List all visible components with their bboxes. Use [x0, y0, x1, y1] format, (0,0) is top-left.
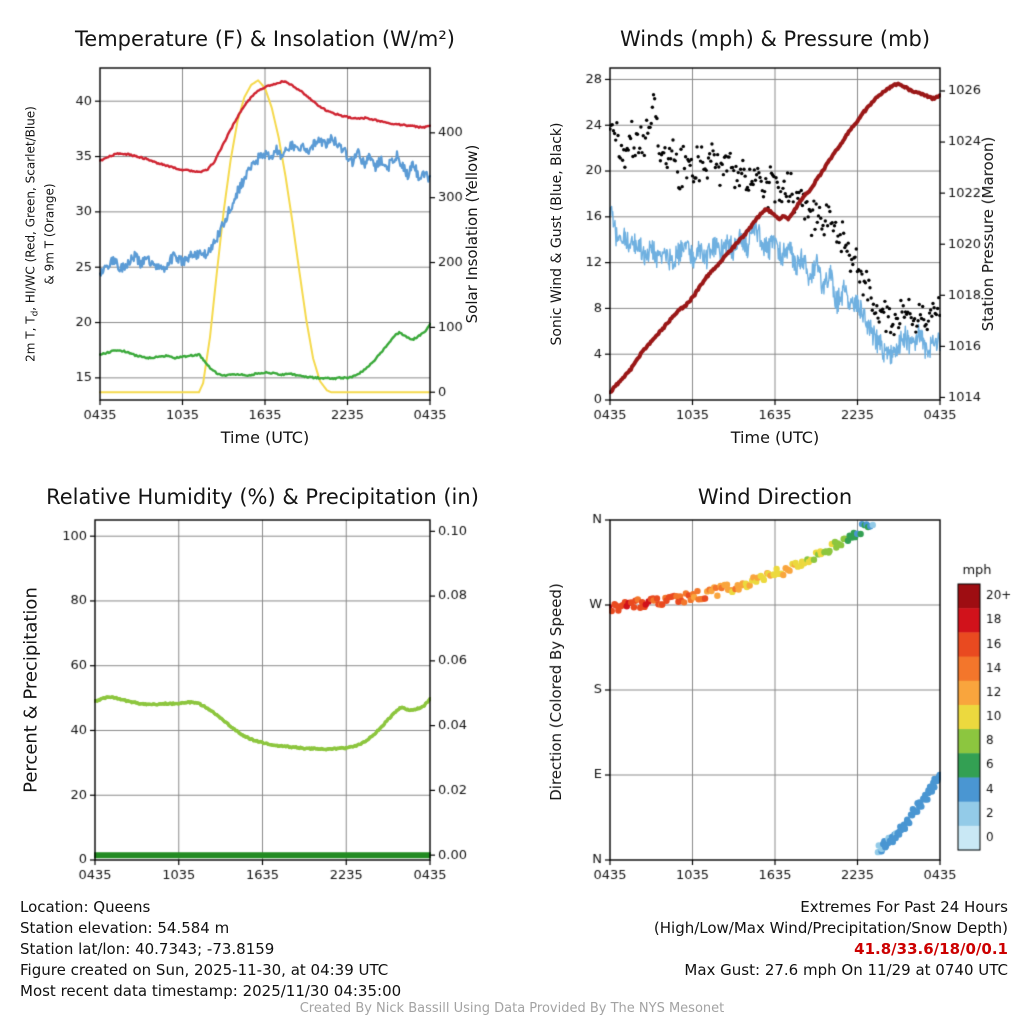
figure-created: Figure created on Sun, 2025-11-30, at 04… [20, 961, 389, 979]
extremes-title: Extremes For Past 24 Hours [800, 898, 1008, 916]
winds-pressure-chart [512, 0, 1024, 465]
extremes-subtitle: (High/Low/Max Wind/Precipitation/Snow De… [653, 919, 1008, 937]
y-axis-label-percent-precipitation: Percent & Precipitation [20, 587, 42, 793]
y-axis-label-temperature-left: 2m T, Td, HI/WC (Red, Green, Scarlet/Blu… [23, 106, 56, 362]
y-axis-label-station-pressure: Station Pressure (Maroon) [979, 136, 997, 332]
temperature-label-line2: & 9m T (Orange) [42, 183, 57, 285]
max-gust: Max Gust: 27.6 mph On 11/29 at 0740 UTC [684, 961, 1008, 979]
humidity-precipitation-chart [0, 470, 512, 900]
data-timestamp: Most recent data timestamp: 2025/11/30 0… [20, 982, 402, 1000]
station-location: Location: Queens [20, 898, 151, 916]
temperature-insolation-chart [0, 0, 512, 465]
chart-title-humidity-precipitation: Relative Humidity (%) & Precipitation (i… [46, 485, 479, 509]
credit-footer: Created By Nick Bassill Using Data Provi… [299, 1001, 725, 1016]
y-axis-label-sonic-wind: Sonic Wind & Gust (Blue, Black) [549, 122, 565, 346]
chart-title-temperature-insolation: Temperature (F) & Insolation (W/m²) [75, 27, 455, 51]
x-axis-label-winds: Time (UTC) [730, 428, 820, 447]
station-elevation: Station elevation: 54.584 m [20, 919, 230, 937]
chart-title-wind-direction: Wind Direction [697, 485, 853, 509]
chart-title-winds-pressure: Winds (mph) & Pressure (mb) [619, 27, 931, 51]
y-axis-label-wind-direction: Direction (Colored By Speed) [547, 583, 565, 801]
extremes-values: 41.8/33.6/18/0/0.1 [854, 940, 1008, 958]
extremes-block: Extremes For Past 24 Hours (High/Low/Max… [654, 897, 1008, 981]
station-info-block: Location: Queens Station elevation: 54.5… [20, 897, 401, 1002]
y-axis-label-solar-insolation: Solar Insolation (Yellow) [463, 144, 481, 324]
wind-direction-chart [512, 470, 1024, 900]
temperature-label-line1: 2m T, Td, HI/WC (Red, Green, Scarlet/Blu… [23, 106, 41, 362]
x-axis-label-temperature: Time (UTC) [220, 428, 310, 447]
station-latlon: Station lat/lon: 40.7343; -73.8159 [20, 940, 275, 958]
